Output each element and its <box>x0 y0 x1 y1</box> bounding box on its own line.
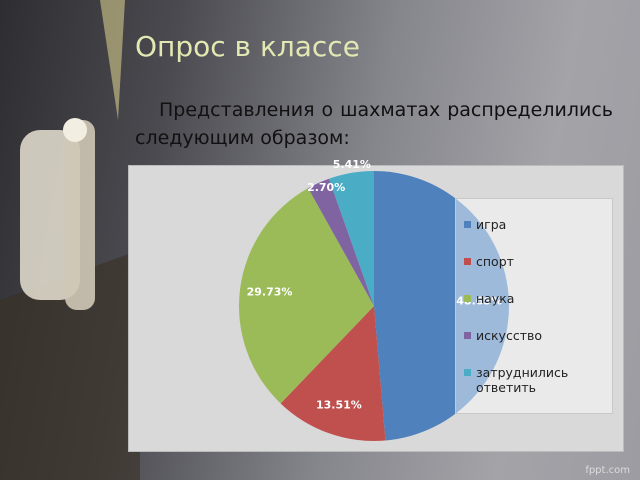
data-label: 13.51% <box>316 398 362 411</box>
legend-swatch <box>464 258 471 265</box>
pie-slice <box>328 171 374 306</box>
slide-text: Представления о шахматах распределились … <box>135 99 613 149</box>
pie-slice <box>308 178 374 306</box>
chess-decoration <box>0 0 140 480</box>
legend-label: наука <box>476 291 515 306</box>
legend-swatch <box>464 369 471 376</box>
legend-item: игра <box>464 217 606 254</box>
legend-item: спорт <box>464 254 606 291</box>
legend-item: наука <box>464 291 606 328</box>
legend-label: спорт <box>476 254 514 269</box>
pie-slice <box>238 188 374 404</box>
legend-label: искусство <box>476 328 542 343</box>
legend-swatch <box>464 295 471 302</box>
slide-title: Опрос в классе <box>135 30 360 63</box>
legend-label: затруднились ответить <box>476 365 569 395</box>
pie-slice <box>374 171 509 441</box>
watermark: fppt.com <box>585 465 630 476</box>
pie-slice <box>280 306 386 441</box>
data-label: 5.41% <box>333 158 371 171</box>
legend-item: затруднились ответить <box>464 365 606 402</box>
data-label: 2.70% <box>307 181 345 194</box>
legend: игра спорт наука искусство затруднились отве… <box>455 198 613 414</box>
legend-swatch <box>464 332 471 339</box>
data-label: 29.73% <box>247 286 293 299</box>
legend-item: искусство <box>464 328 606 365</box>
legend-label: игра <box>476 217 507 232</box>
legend-swatch <box>464 221 471 228</box>
